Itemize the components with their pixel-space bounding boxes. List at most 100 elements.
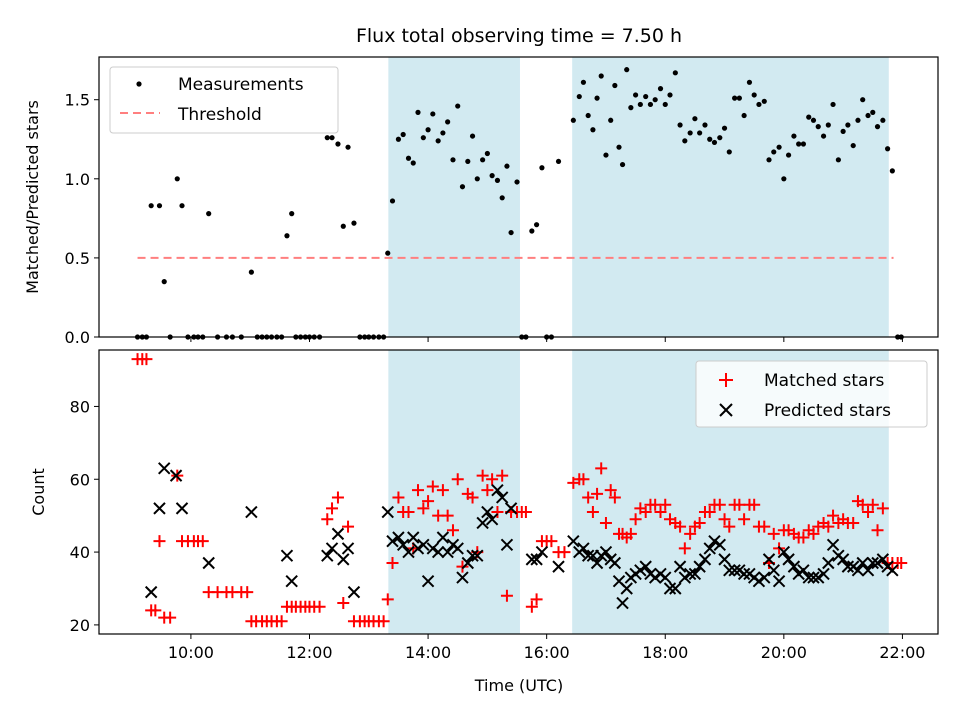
top-y-axis-label: Matched/Predicted stars [23,100,42,294]
legend-label-threshold: Threshold [177,105,262,125]
x-tick-label: 10:00 [168,643,214,662]
matched-star-point [807,527,820,540]
measurement-point [732,95,738,101]
matched-star-point [417,502,430,515]
measurement-point [385,250,391,256]
measurement-point [874,124,881,130]
legend-label-predicted: Predicted stars [764,401,891,421]
measurement-point [643,93,649,100]
predicted-star-point [471,549,484,562]
y-tick-label: 0.0 [65,328,90,347]
measurement-point [533,222,540,228]
measurement-point [335,141,341,147]
matched-star-point [337,597,350,610]
matched-star-point [649,498,662,511]
matched-star-point [758,520,771,533]
predicted-star-point [392,531,405,544]
matched-star-point [386,557,399,569]
predicted-star-point [752,574,766,588]
measurement-point [148,203,154,209]
measurement-point [395,136,402,142]
matched-star-point [491,506,504,519]
predicted-star-point [693,560,706,573]
measurement-point [885,146,891,152]
measurement-point [672,70,678,76]
predicted-star-point [285,574,298,588]
predicted-star-point [669,582,682,595]
measurement-point [248,269,254,275]
predicted-star-point [175,502,189,515]
bottom-marks [131,353,908,628]
measurement-point [850,142,856,149]
matched-star-point [476,469,489,482]
top-legend: Measurements Threshold [109,66,339,134]
predicted-star-point [461,556,475,570]
predicted-star-point [431,545,445,559]
predicted-star-point [491,483,504,497]
measurement-point [800,141,807,147]
y-tick-label: 20 [70,616,90,635]
bottom-legend: Matched stars Predicted stars [695,360,928,428]
measurement-point [174,176,180,182]
predicted-star-point [836,553,850,566]
measurement-point [677,122,683,128]
measurement-point [781,176,787,182]
predicted-star-point [280,549,294,562]
matched-star-point [693,516,706,529]
y-tick-label: 1.0 [65,170,90,189]
measurement-point [179,203,185,209]
measurement-point [647,101,654,108]
measurement-point [855,117,861,123]
matched-star-point [856,498,869,511]
measurement-point [717,135,723,141]
predicted-star-point [841,560,855,573]
predicted-star-point [169,469,183,482]
measurement-point [351,220,357,226]
predicted-star-point [737,567,751,581]
measurement-point [751,92,757,98]
predicted-star-point [436,531,450,544]
predicted-star-point [616,596,629,610]
predicted-star-point [347,585,361,599]
matched-star-point [577,473,590,486]
matched-star-point [599,516,612,529]
legend-label-matched: Matched stars [764,371,884,391]
matched-star-point [639,506,652,519]
matched-star-point [456,560,469,573]
shaded-span [572,57,889,337]
matched-star-point [381,593,394,606]
measurement-point [815,124,821,130]
matched-star-point [558,546,571,559]
measurement-point [791,133,797,139]
predicted-star-point [787,560,801,573]
measurement-point [499,195,505,201]
measurement-point [539,165,545,171]
y-tick-label: 40 [70,543,90,562]
matched-star-point [545,535,558,548]
measurement-point [628,105,634,111]
predicted-star-point [451,542,464,555]
predicted-star-point [817,567,830,581]
measurement-point [845,122,851,128]
predicted-star-point [772,574,786,588]
predicted-star-point [620,582,633,595]
matched-star-point [866,498,879,511]
predicted-star-point [728,564,741,577]
measurement-point [711,139,718,146]
top-marks [134,67,904,340]
predicted-star-point [826,538,840,552]
measurement-point [400,131,406,138]
measurement-point [820,133,827,139]
matched-star-point [422,495,435,508]
matched-star-point [466,491,479,504]
measurement-point [619,161,626,168]
predicted-star-point [871,556,884,570]
measurement-point [489,173,495,179]
measurement-point [776,144,782,150]
measurement-point [345,144,351,150]
predicted-star-point [411,542,425,555]
predicted-star-point [476,516,489,530]
measurement-point [806,114,812,120]
predicted-star-point [683,567,697,581]
measurement-point [329,135,335,141]
